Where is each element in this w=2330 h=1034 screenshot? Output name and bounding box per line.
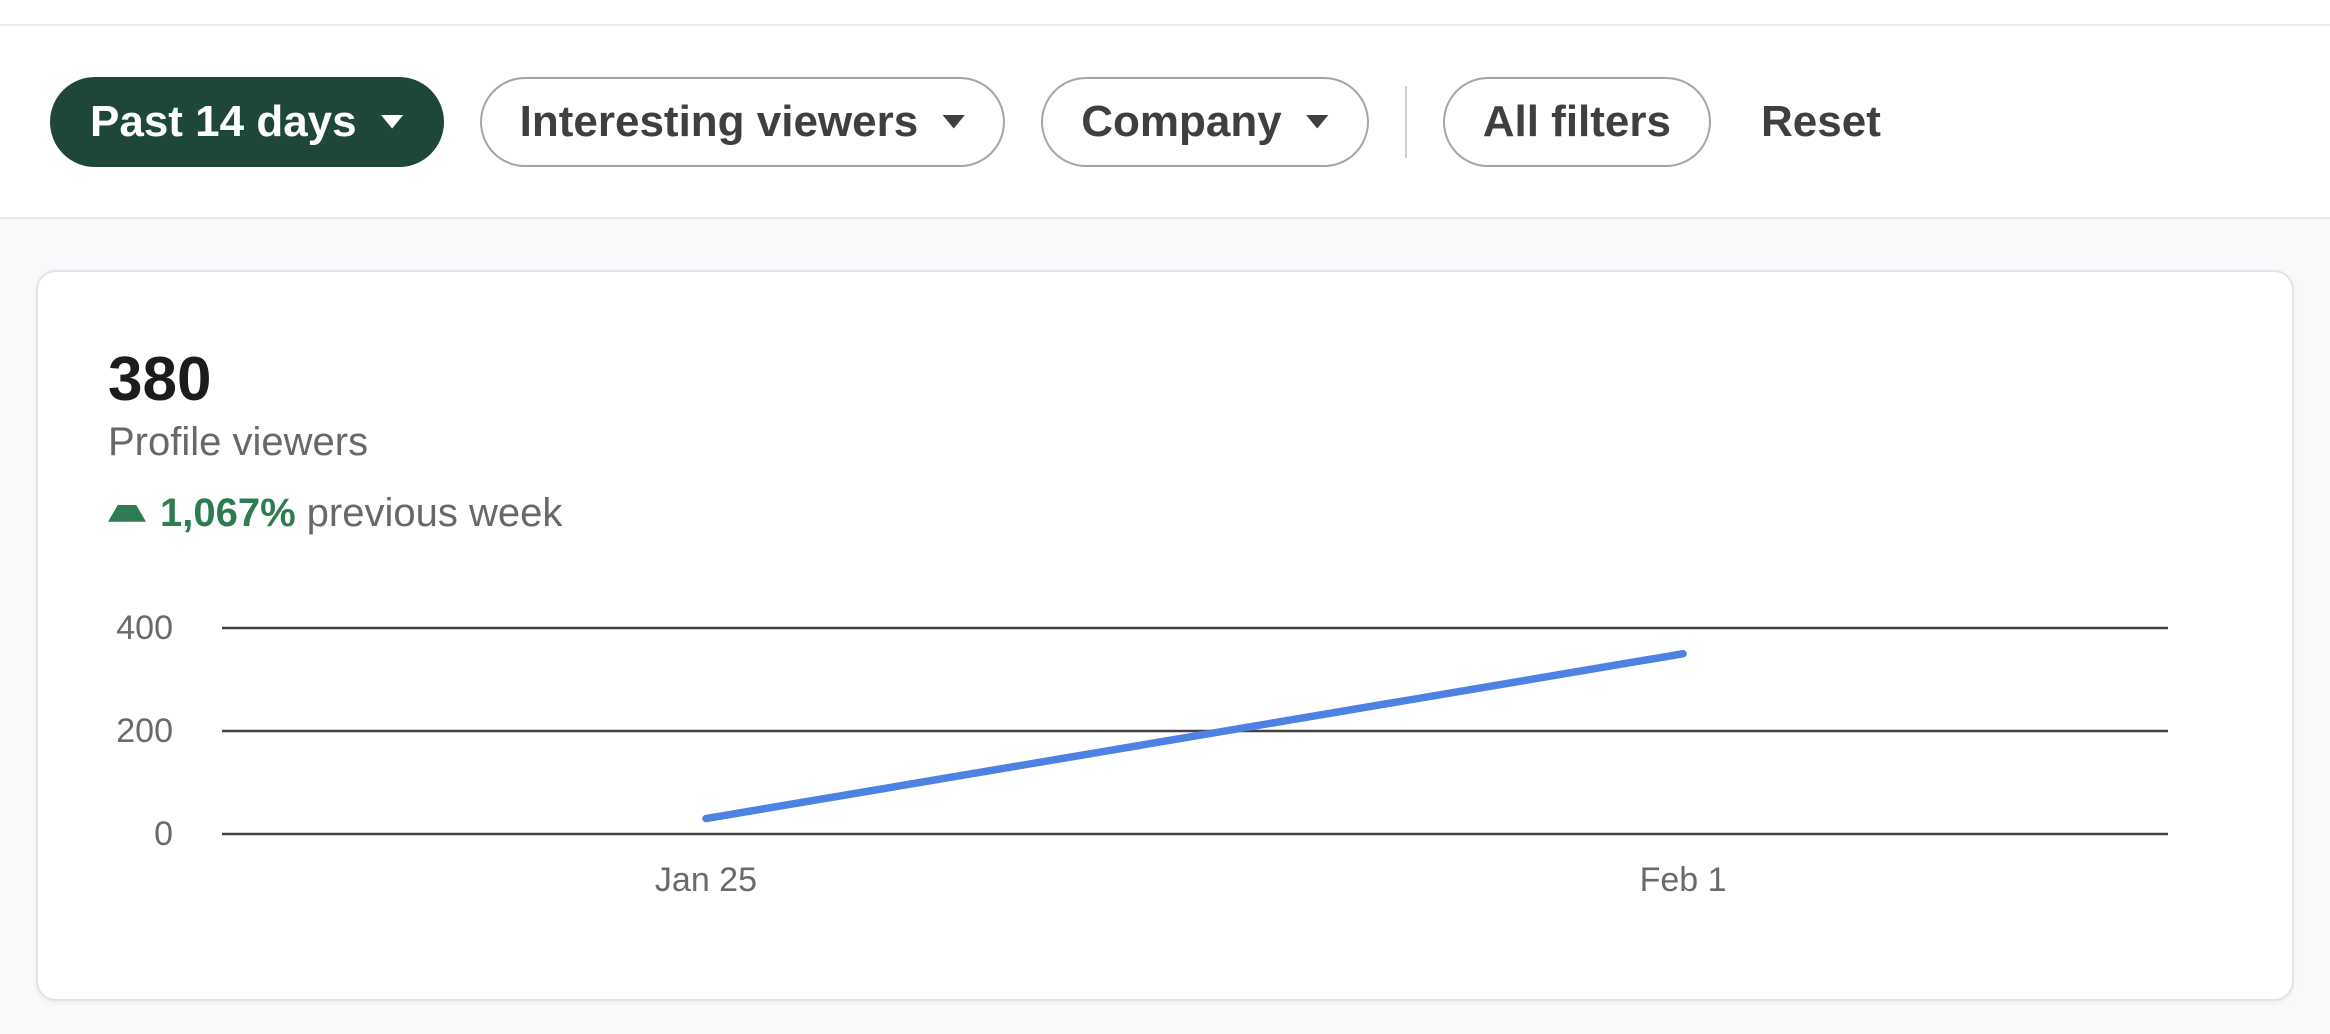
chevron-down-icon: [942, 114, 966, 129]
viewer-type-filter-label: Interesting viewers: [519, 96, 919, 146]
trend-up-icon: [108, 504, 146, 522]
trend-indicator: 1,067% previous week: [108, 493, 2292, 533]
filter-divider: [1404, 85, 1407, 158]
y-axis-tick-0: 0: [154, 815, 173, 853]
filter-bar: Past 14 days Interesting viewers Company…: [0, 26, 2330, 219]
trend-suffix: previous week: [306, 491, 563, 536]
chevron-down-icon: [380, 114, 404, 129]
date-range-filter-label: Past 14 days: [90, 96, 357, 146]
profile-viewers-card: 380 Profile viewers 1,067% previous week…: [36, 270, 2294, 1001]
viewer-type-filter-button[interactable]: Interesting viewers: [479, 76, 1006, 167]
all-filters-button[interactable]: All filters: [1442, 76, 1711, 167]
all-filters-label: All filters: [1482, 96, 1671, 146]
reset-filters-button[interactable]: Reset: [1761, 96, 1881, 146]
y-axis-tick-200: 200: [116, 712, 173, 750]
date-range-filter-button[interactable]: Past 14 days: [50, 76, 444, 167]
metric-label: Profile viewers: [108, 420, 369, 465]
y-axis-tick-400: 400: [116, 609, 173, 647]
chevron-down-icon: [1305, 114, 1329, 129]
x-axis-label-1: Feb 1: [1640, 861, 1727, 899]
company-filter-label: Company: [1081, 96, 1282, 146]
metric-value: 380: [108, 345, 212, 414]
profile-viewers-chart: 0 200 400 Jan 25 Feb 1: [116, 609, 2168, 899]
trend-percent: 1,067%: [160, 491, 296, 536]
profile-viewers-line: [702, 650, 1687, 823]
top-divider: [0, 0, 2330, 26]
analytics-section: 380 Profile viewers 1,067% previous week…: [0, 219, 2330, 1034]
company-filter-button[interactable]: Company: [1041, 76, 1369, 167]
x-axis-label-0: Jan 25: [655, 861, 757, 899]
